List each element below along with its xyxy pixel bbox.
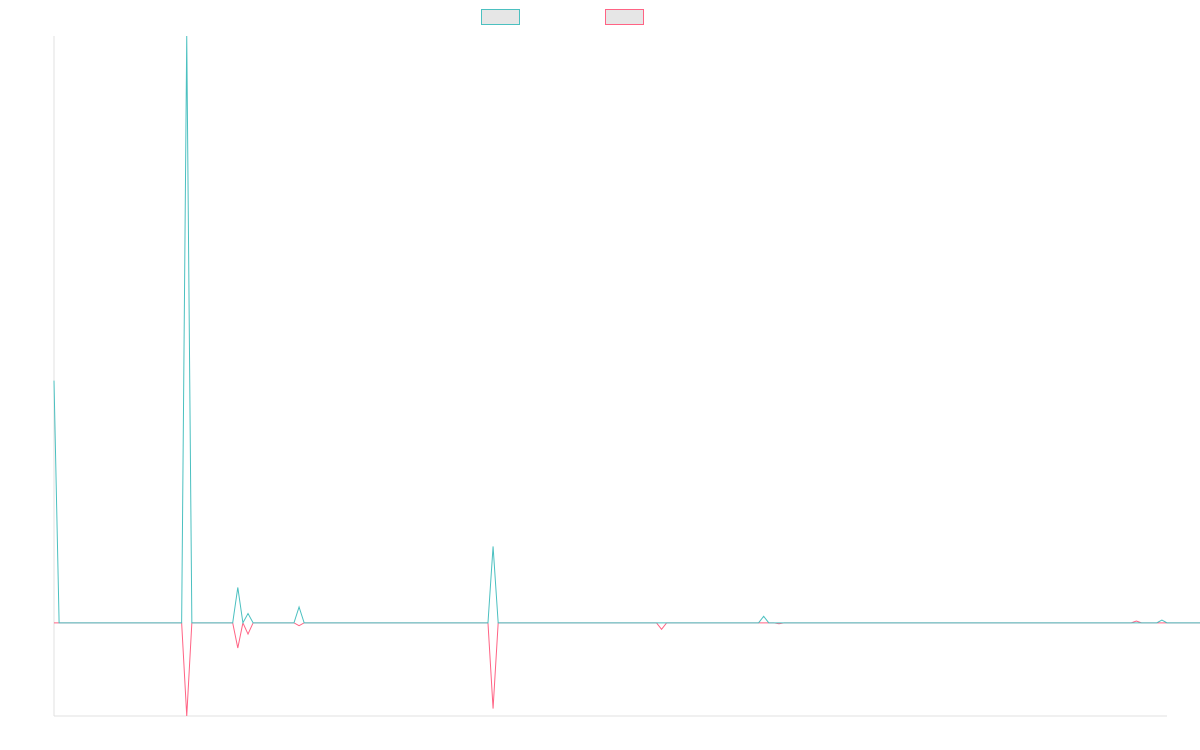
series-layer: [53, 35, 1200, 717]
series-2-line: [54, 620, 1200, 717]
series-1-line: [53, 35, 1200, 625]
legend-swatch-series-1[interactable]: [481, 9, 520, 25]
legend-swatch-series-2[interactable]: [605, 9, 644, 25]
